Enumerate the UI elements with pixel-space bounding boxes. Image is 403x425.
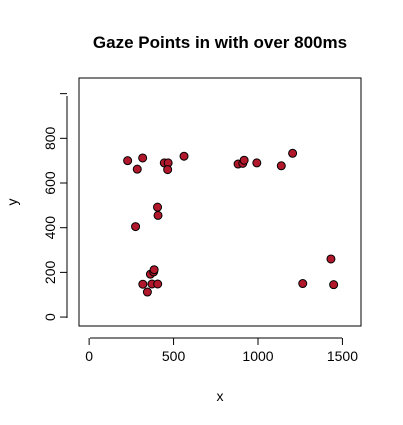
x-tick-label: 500 [162, 348, 186, 364]
scatter-point [138, 153, 148, 163]
plot-frame [78, 77, 362, 327]
scatter-point [276, 161, 286, 171]
x-tick-label: 1500 [327, 348, 358, 364]
scatter-point [252, 158, 262, 168]
y-ticks: 0 200 400 600 800 [42, 93, 67, 321]
scatter-point [329, 280, 339, 290]
scatter-point [153, 210, 163, 220]
scatter-point [326, 254, 336, 264]
scatter-point [179, 151, 189, 161]
scatter-point [239, 155, 249, 165]
scatter-point [298, 279, 308, 289]
x-axis-label: x [217, 388, 224, 404]
scatter-point [153, 279, 163, 289]
chart-title: Gaze Points in with over 800ms [93, 33, 347, 52]
data-points [123, 148, 339, 297]
y-tick-label: 800 [42, 126, 58, 150]
y-tick-label: 400 [42, 216, 58, 240]
scatter-point [153, 202, 163, 212]
scatter-point [163, 165, 173, 175]
scatter-point [288, 148, 298, 158]
y-tick-label: 200 [42, 260, 58, 284]
x-tick-label: 1000 [242, 348, 273, 364]
x-ticks: 0 500 1000 1500 [85, 338, 358, 364]
scatter-point [138, 279, 148, 289]
scatter-point [123, 156, 133, 166]
y-tick-label: 600 [42, 171, 58, 195]
y-tick-label: 0 [42, 313, 58, 321]
x-tick-label: 0 [85, 348, 93, 364]
scatter-point [142, 287, 152, 297]
scatter-point [132, 164, 142, 174]
y-axis-label: y [4, 199, 20, 206]
scatter-point [131, 222, 141, 232]
scatter-point [149, 265, 159, 275]
